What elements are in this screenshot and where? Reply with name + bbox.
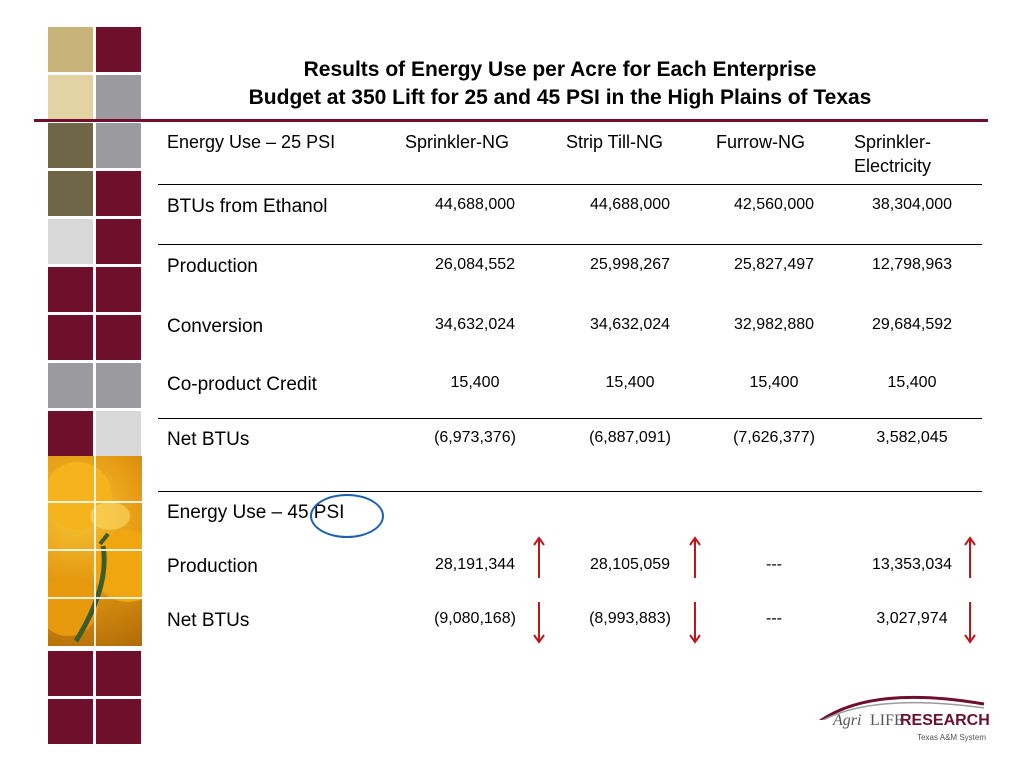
table-rule <box>158 418 982 419</box>
highlight-circle <box>310 494 384 538</box>
table-cell: (6,973,376) <box>434 429 516 446</box>
table-cell: 34,632,024 <box>434 316 516 333</box>
table-cell: 32,982,880 <box>733 316 815 333</box>
mosaic-tile <box>96 75 141 120</box>
down-arrow-icon <box>964 602 976 644</box>
mosaic-tile <box>96 363 141 408</box>
table-cell: (8,993,883) <box>589 610 671 627</box>
table-cell: (6,887,091) <box>589 429 671 446</box>
down-arrow-icon <box>689 602 701 644</box>
slide-title: Results of Energy Use per Acre for Each … <box>160 56 960 112</box>
row-label: Co-product Credit <box>167 374 317 395</box>
table-cell: 42,560,000 <box>733 196 815 213</box>
table-cell: 15,400 <box>749 374 799 391</box>
mosaic-tile <box>48 651 93 696</box>
row-label: Conversion <box>167 316 264 337</box>
table-cell: 29,684,592 <box>871 316 953 333</box>
title-line-1: Results of Energy Use per Acre for Each … <box>303 58 817 81</box>
row-label: BTUs from Ethanol <box>167 196 328 217</box>
table-cell: 26,084,552 <box>434 256 516 273</box>
mosaic-tile <box>96 171 141 216</box>
table-cell: --- <box>766 610 782 627</box>
row-label: Production <box>167 556 258 577</box>
mosaic-tile <box>48 699 93 744</box>
table-cell: 25,998,267 <box>589 256 671 273</box>
up-arrow-icon <box>689 536 701 578</box>
mosaic-tile <box>48 219 93 264</box>
mosaic-tile <box>96 651 141 696</box>
mosaic-tile <box>48 123 93 168</box>
down-arrow-icon <box>533 602 545 644</box>
col-header-sprinkler-ng: Sprinkler-NG <box>405 132 510 152</box>
logo-swoosh-icon <box>819 695 985 720</box>
table-cell: 15,400 <box>887 374 937 391</box>
table-cell: 28,191,344 <box>434 556 516 573</box>
logo-agri: Agri <box>833 712 862 729</box>
mosaic-tile <box>96 219 141 264</box>
table-cell: 15,400 <box>605 374 655 391</box>
title-rule <box>34 119 988 122</box>
row-label: Net BTUs <box>167 610 250 631</box>
mosaic-tile <box>48 171 93 216</box>
header-label: Energy Use – 25 PSI <box>167 132 336 152</box>
table-rule <box>158 184 982 185</box>
row-label: Production <box>167 256 258 277</box>
mosaic-tile <box>96 123 141 168</box>
tomato-photo <box>48 456 142 646</box>
table-cell: (9,080,168) <box>434 610 516 627</box>
col-header-line-2: Electricity <box>854 156 932 176</box>
section-label-45-psi: Energy Use – 45 PSI <box>167 502 345 523</box>
table-cell: 28,105,059 <box>589 556 671 573</box>
mosaic-tile <box>48 75 93 120</box>
table-cell: 44,688,000 <box>434 196 516 213</box>
mosaic-tile <box>48 363 93 408</box>
up-arrow-icon <box>964 536 976 578</box>
col-header-sprinkler-electricity: Sprinkler- Electricity <box>854 130 931 178</box>
decorative-mosaic <box>48 27 142 744</box>
table-rule <box>158 244 982 245</box>
agrilife-research-logo: Agri LIFE RESEARCH Texas A&M System <box>808 690 990 744</box>
mosaic-tile <box>48 411 93 456</box>
col-header-strip-till-ng: Strip Till-NG <box>566 132 664 152</box>
table-cell: (7,626,377) <box>733 429 815 446</box>
row-label: Net BTUs <box>167 429 250 450</box>
table-rule <box>158 491 982 492</box>
title-line-2: Budget at 350 Lift for 25 and 45 PSI in … <box>248 86 872 109</box>
up-arrow-icon <box>533 536 545 578</box>
table-cell: 13,353,034 <box>871 556 953 573</box>
mosaic-tile <box>48 315 93 360</box>
table-cell: 12,798,963 <box>871 256 953 273</box>
mosaic-tile <box>48 27 93 72</box>
table-cell: 3,027,974 <box>876 610 948 627</box>
mosaic-tile <box>96 315 141 360</box>
mosaic-tile <box>96 27 141 72</box>
table-cell: --- <box>766 556 782 573</box>
col-header-furrow-ng: Furrow-NG <box>716 132 805 152</box>
table-cell: 38,304,000 <box>871 196 953 213</box>
mosaic-tile <box>96 267 141 312</box>
mosaic-tile <box>96 411 141 456</box>
table-cell: 34,632,024 <box>589 316 671 333</box>
logo-system: Texas A&M System <box>917 733 986 742</box>
mosaic-tile <box>48 267 93 312</box>
logo-research: RESEARCH <box>900 712 990 729</box>
table-cell: 15,400 <box>450 374 500 391</box>
mosaic-tile <box>96 699 141 744</box>
logo-life: LIFE <box>870 712 904 729</box>
table-cell: 3,582,045 <box>876 429 948 446</box>
table-cell: 25,827,497 <box>733 256 815 273</box>
table-cell: 44,688,000 <box>589 196 671 213</box>
col-header-line-1: Sprinkler- <box>854 132 932 152</box>
